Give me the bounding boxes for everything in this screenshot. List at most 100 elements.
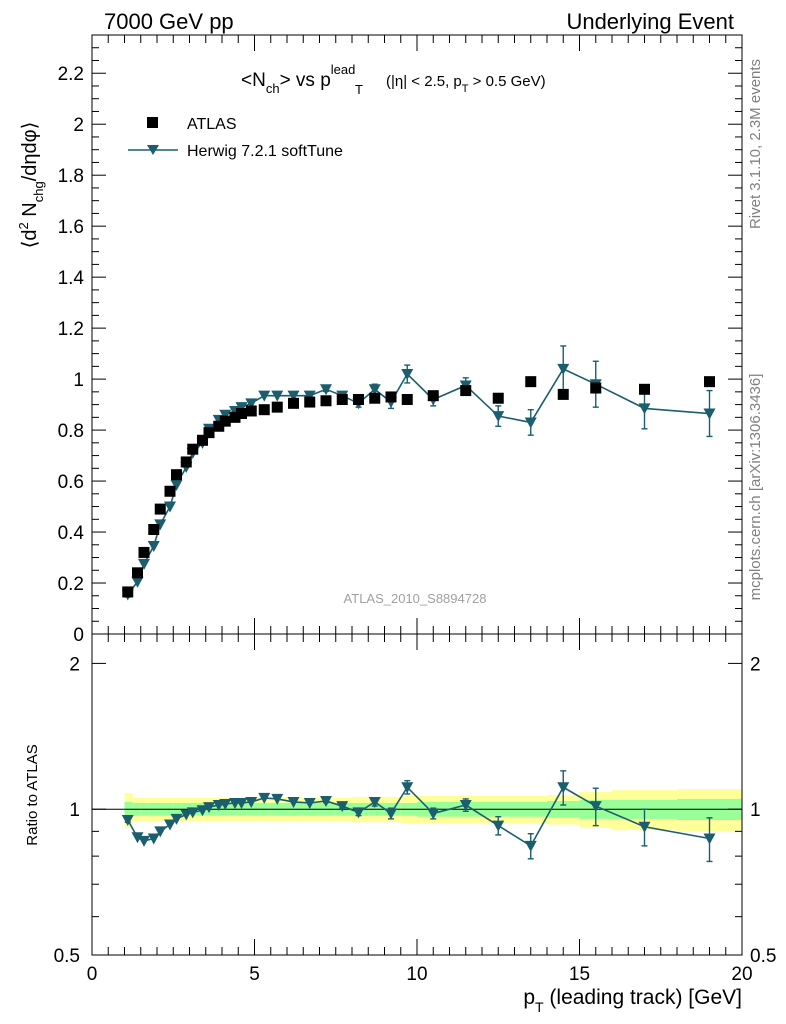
ratio-herwig-point (219, 799, 232, 811)
ratio-herwig-point (368, 796, 381, 808)
main-herwig-point (170, 479, 183, 491)
main-atlas-point (245, 405, 257, 417)
main-y-tick-label: 0.4 (58, 523, 85, 544)
ratio-y-axis: 0.5 0.5 1 1 2 2 (54, 654, 777, 967)
main-atlas-point (557, 388, 569, 400)
ratio-herwig-point (147, 833, 160, 845)
ratio-y-tick-label: 0.5 (54, 946, 80, 967)
main-atlas-point (704, 376, 715, 388)
main-herwig-point (303, 390, 316, 402)
analysis-watermark: ATLAS_2010_S8894728 (344, 591, 487, 606)
ratio-herwig-point (459, 800, 472, 812)
main-atlas-point (525, 376, 537, 388)
ratio-herwig-point (589, 801, 602, 813)
main-herwig-point (147, 541, 160, 553)
main-atlas-point (427, 390, 439, 402)
main-atlas-point (401, 393, 413, 405)
main-herwig-point (219, 409, 232, 421)
ratio-herwig-point (164, 819, 176, 831)
legend-herwig-marker (147, 145, 159, 155)
main-herwig-point (154, 519, 167, 531)
main-atlas-point (288, 397, 299, 409)
main-atlas-point (229, 411, 241, 423)
main-y-tick-label: 0.6 (58, 472, 84, 493)
main-herwig-point (492, 411, 505, 423)
ratio-herwig-point (638, 821, 651, 833)
ratio-herwig-series (121, 770, 716, 863)
ratio-herwig-point (131, 832, 144, 844)
main-atlas-point (336, 393, 348, 405)
main-y-tick-label: 1.2 (58, 319, 84, 340)
header-right: Underlying Event (566, 9, 734, 34)
ratio-herwig-point (287, 796, 300, 808)
ratio-herwig-point (196, 805, 209, 817)
main-atlas-point (353, 393, 364, 405)
main-atlas-point (460, 385, 472, 397)
ratio-herwig-point (524, 840, 537, 852)
main-herwig-point (368, 384, 381, 396)
ratio-herwig-point (303, 797, 316, 809)
ratio-herwig-point (170, 813, 183, 825)
ratio-herwig-point (385, 808, 397, 820)
main-y-axis: 0 0.2 0.4 0.6 0.8 1 1.2 1.4 1.6 1.8 2 2.2 (58, 34, 742, 646)
main-atlas-point (180, 456, 192, 468)
legend-atlas-label: ATLAS (187, 116, 237, 133)
main-herwig-point (638, 403, 651, 415)
main-y-tick-label: 1.6 (58, 217, 84, 238)
x-tick-label: 10 (406, 964, 427, 985)
main-atlas-point (639, 383, 650, 395)
header-left: 7000 GeV pp (104, 9, 234, 34)
main-atlas-point (219, 415, 231, 427)
mcplots-label: mcplots.cern.ch [arXiv:1306.3436] (747, 374, 764, 601)
ratio-herwig-point (271, 793, 284, 805)
main-atlas-point (369, 392, 381, 404)
rivet-label: Rivet 3.1.10, 2.3M events (747, 59, 764, 229)
ratio-herwig-point (138, 835, 150, 847)
main-y-tick-label: 1.8 (58, 166, 84, 187)
main-herwig-line (127, 367, 710, 595)
ratio-y-label: Ratio to ATLAS (24, 744, 41, 845)
main-atlas-point (320, 395, 332, 407)
main-y-tick-label: 2.2 (58, 64, 84, 85)
ratio-herwig-point (235, 797, 248, 809)
main-atlas-point (492, 392, 504, 404)
ratio-herwig-point (203, 802, 215, 814)
main-atlas-point (203, 427, 215, 439)
ratio-herwig-point (320, 795, 332, 807)
ratio-herwig-point (427, 808, 440, 820)
main-y-tick-label: 0.8 (58, 421, 84, 442)
ratio-y-tick-label-right: 1 (750, 800, 761, 821)
main-herwig-point (703, 408, 716, 420)
ratio-herwig-point (154, 826, 167, 838)
ratio-herwig-point (258, 792, 271, 804)
x-tick-label: 5 (249, 964, 260, 985)
x-tick-label: 15 (569, 964, 590, 985)
main-atlas-point (148, 523, 160, 535)
ratio-y-tick-label: 2 (69, 654, 80, 675)
ratio-y-tick-label-right: 0.5 (750, 946, 776, 967)
main-herwig-point (557, 363, 570, 375)
legend-herwig-label: Herwig 7.2.1 softTune (187, 143, 343, 160)
main-atlas-point (164, 485, 176, 497)
ratio-herwig-point (352, 807, 365, 819)
ratio-herwig-point (245, 796, 258, 808)
main-herwig-point (271, 390, 284, 402)
main-atlas-point (304, 396, 316, 408)
ratio-herwig-point (401, 782, 414, 794)
main-atlas-point (271, 401, 283, 413)
main-herwig-point (320, 384, 332, 396)
main-herwig-point (131, 576, 144, 588)
ratio-y-tick-label-right: 2 (750, 654, 761, 675)
main-atlas-point (197, 434, 208, 446)
ratio-herwig-point (557, 782, 570, 794)
ratio-herwig-point (492, 820, 505, 832)
main-atlas-series (122, 376, 715, 598)
main-y-tick-label: 1 (73, 370, 84, 391)
main-herwig-point (287, 390, 300, 402)
x-axis-label: pT (leading track) [GeV] (523, 986, 742, 1015)
main-atlas-point (590, 382, 602, 394)
main-y-label: ⟨d2 Nchg/dηdφ⟩ (16, 122, 46, 249)
main-atlas-point (171, 469, 182, 481)
main-herwig-point (164, 501, 176, 513)
main-herwig-point (401, 369, 414, 381)
